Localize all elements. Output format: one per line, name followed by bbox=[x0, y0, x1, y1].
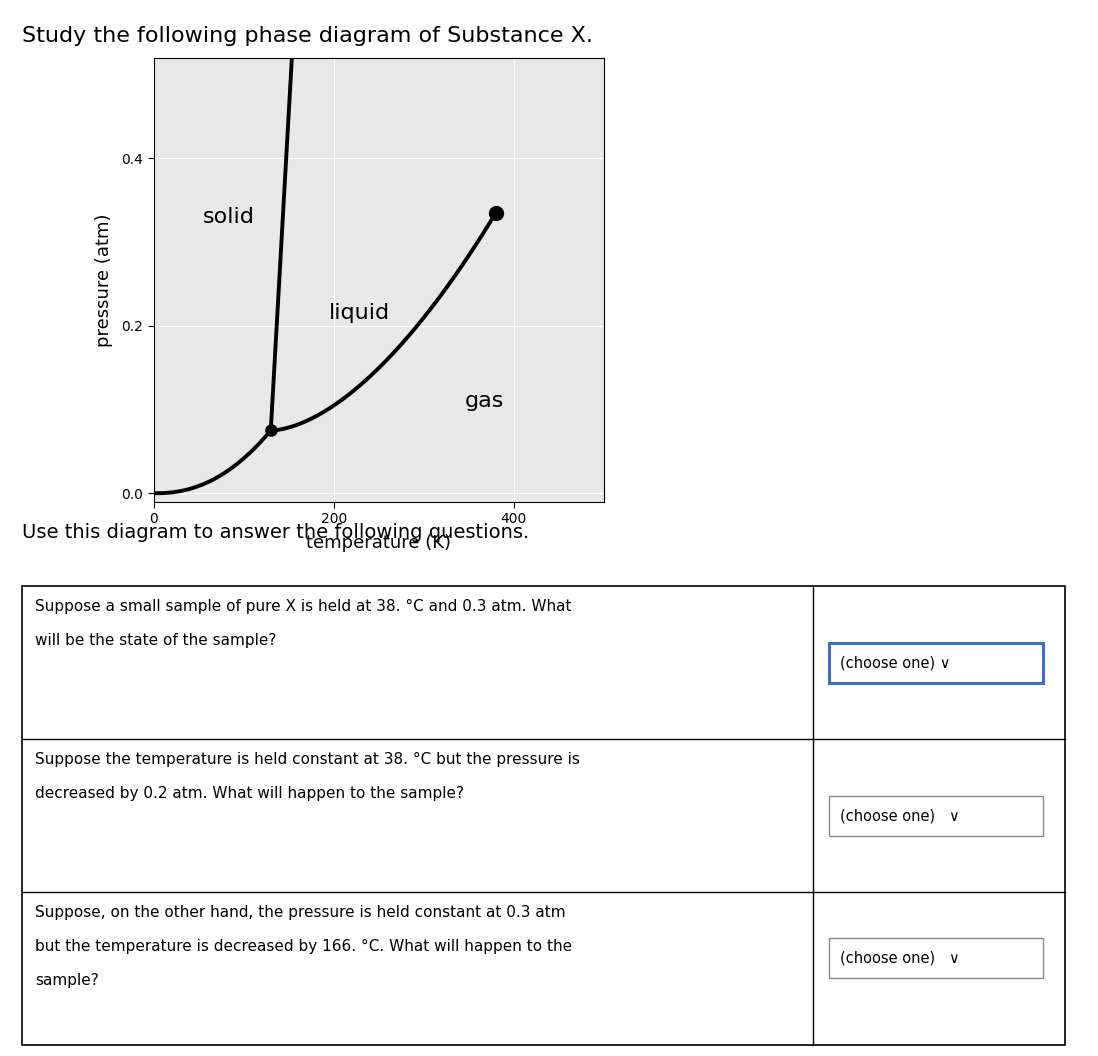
Text: Use this diagram to answer the following questions.: Use this diagram to answer the following… bbox=[22, 523, 529, 542]
Text: (choose one)   ∨: (choose one) ∨ bbox=[840, 950, 960, 966]
Text: sample?: sample? bbox=[35, 973, 99, 987]
Text: will be the state of the sample?: will be the state of the sample? bbox=[35, 633, 277, 647]
Text: liquid: liquid bbox=[329, 303, 391, 323]
Text: Study the following phase diagram of Substance X.: Study the following phase diagram of Sub… bbox=[22, 26, 593, 46]
Text: but the temperature is decreased by 166. °C. What will happen to the: but the temperature is decreased by 166.… bbox=[35, 939, 572, 954]
Text: (choose one)   ∨: (choose one) ∨ bbox=[840, 808, 960, 824]
X-axis label: temperature (K): temperature (K) bbox=[306, 534, 451, 552]
Text: Suppose, on the other hand, the pressure is held constant at 0.3 atm: Suppose, on the other hand, the pressure… bbox=[35, 905, 565, 920]
Text: decreased by 0.2 atm. What will happen to the sample?: decreased by 0.2 atm. What will happen t… bbox=[35, 786, 464, 800]
Text: gas: gas bbox=[464, 391, 504, 411]
Text: Suppose the temperature is held constant at 38. °C but the pressure is: Suppose the temperature is held constant… bbox=[35, 752, 580, 767]
Text: Suppose a small sample of pure Χ is held at 38. °C and 0.3 atm. What: Suppose a small sample of pure Χ is held… bbox=[35, 599, 572, 614]
Text: solid: solid bbox=[203, 207, 255, 227]
Y-axis label: pressure (atm): pressure (atm) bbox=[96, 213, 113, 346]
Text: (choose one) ∨: (choose one) ∨ bbox=[840, 655, 951, 671]
